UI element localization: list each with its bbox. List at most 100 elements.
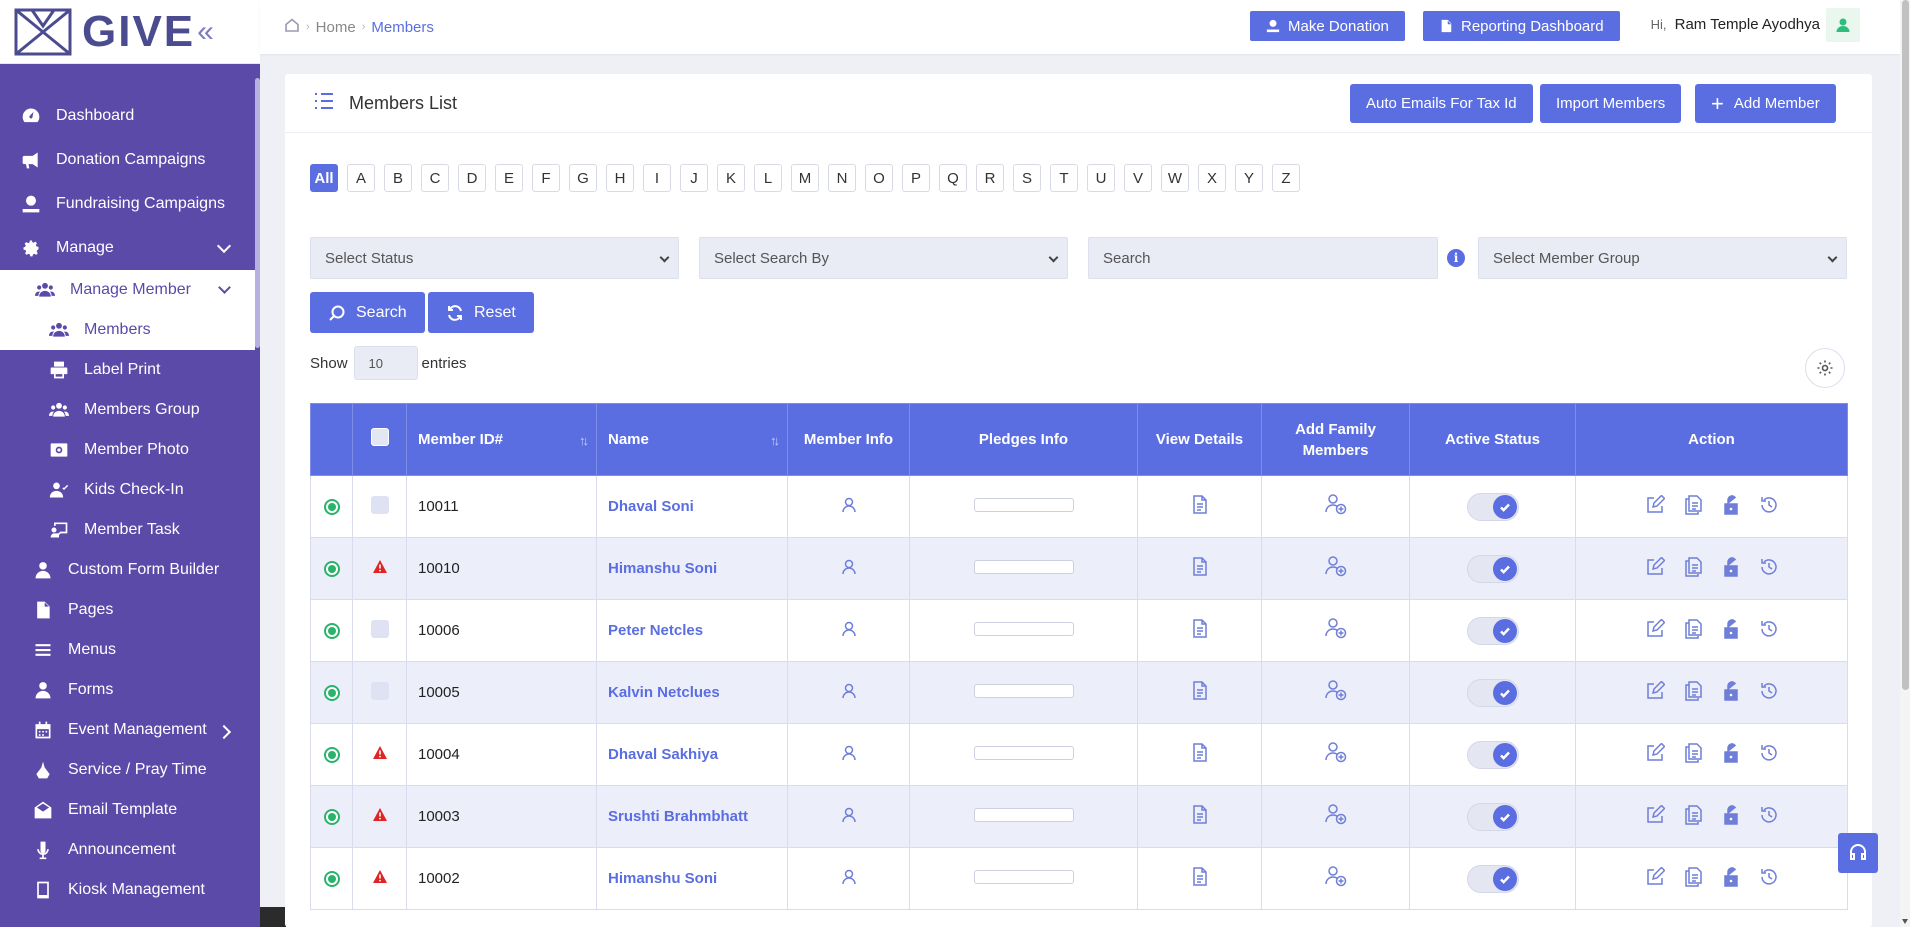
member-info-user-icon[interactable] xyxy=(840,683,858,704)
add-family-member-icon[interactable] xyxy=(1323,865,1349,893)
expand-row-icon[interactable] xyxy=(323,499,340,515)
sidebar-item-kiosk-management[interactable]: Kiosk Management xyxy=(0,870,255,910)
avatar[interactable] xyxy=(1826,8,1860,42)
sidebar-item-member-photo[interactable]: Member Photo xyxy=(0,430,255,470)
scrollbar-thumb[interactable] xyxy=(1902,0,1909,690)
add-family-member-icon[interactable] xyxy=(1323,493,1349,521)
copy-document-icon[interactable] xyxy=(1683,804,1703,829)
copy-document-icon[interactable] xyxy=(1683,742,1703,767)
sidebar-item-members-group[interactable]: Members Group xyxy=(0,390,255,430)
view-details-document-icon[interactable] xyxy=(1192,619,1208,642)
info-icon[interactable]: i xyxy=(1447,249,1465,267)
alphabet-filter-o[interactable]: O xyxy=(865,164,893,192)
search-by-select[interactable]: Select Search By xyxy=(699,237,1068,279)
history-icon[interactable] xyxy=(1759,743,1779,767)
view-details-document-icon[interactable] xyxy=(1192,681,1208,704)
alphabet-filter-z[interactable]: Z xyxy=(1272,164,1300,192)
add-family-member-icon[interactable] xyxy=(1323,741,1349,769)
sidebar-item-manage-member[interactable]: Manage Member xyxy=(0,270,255,310)
edit-icon[interactable] xyxy=(1645,803,1666,829)
copy-document-icon[interactable] xyxy=(1683,494,1703,519)
member-name-link[interactable]: Peter Netcles xyxy=(608,622,704,639)
user-greeting[interactable]: Hi, Ram Temple Ayodhya xyxy=(1651,16,1820,33)
sidebar-item-members[interactable]: Members xyxy=(0,310,255,350)
active-status-toggle[interactable] xyxy=(1466,492,1519,521)
row-checkbox[interactable] xyxy=(370,619,389,638)
member-name-link[interactable]: Himanshu Soni xyxy=(608,870,718,887)
alphabet-filter-r[interactable]: R xyxy=(976,164,1004,192)
member-info-user-icon[interactable] xyxy=(840,745,858,766)
sidebar-item-email-template[interactable]: Email Template xyxy=(0,790,255,830)
home-icon[interactable] xyxy=(284,17,300,37)
add-member-button[interactable]: + Add Member xyxy=(1695,84,1836,123)
row-checkbox[interactable] xyxy=(370,681,389,700)
add-family-member-icon[interactable] xyxy=(1323,679,1349,707)
edit-icon[interactable] xyxy=(1645,741,1666,767)
edit-icon[interactable] xyxy=(1645,617,1666,643)
history-icon[interactable] xyxy=(1759,681,1779,705)
reporting-dashboard-button[interactable]: Reporting Dashboard xyxy=(1423,11,1620,41)
alphabet-filter-a[interactable]: A xyxy=(347,164,375,192)
sidebar-item-forms[interactable]: Forms xyxy=(0,670,255,710)
sidebar-item-kids-check-in[interactable]: Kids Check-In xyxy=(0,470,255,510)
import-members-button[interactable]: Import Members xyxy=(1540,84,1682,123)
alphabet-filter-y[interactable]: Y xyxy=(1235,164,1263,192)
sidebar-item-label-print[interactable]: Label Print xyxy=(0,350,255,390)
alphabet-filter-u[interactable]: U xyxy=(1087,164,1115,192)
copy-document-icon[interactable] xyxy=(1683,618,1703,643)
alphabet-filter-s[interactable]: S xyxy=(1013,164,1041,192)
sidebar-item-announcement[interactable]: Announcement xyxy=(0,830,255,870)
view-details-document-icon[interactable] xyxy=(1192,495,1208,518)
entries-select[interactable]: 10 xyxy=(353,346,418,380)
sidebar-item-donation-campaigns[interactable]: Donation Campaigns xyxy=(0,138,255,182)
sidebar-item-manage[interactable]: Manage xyxy=(0,226,255,270)
alphabet-filter-m[interactable]: M xyxy=(791,164,819,192)
expand-row-icon[interactable] xyxy=(323,809,340,825)
member-name-link[interactable]: Himanshu Soni xyxy=(608,560,718,577)
view-details-document-icon[interactable] xyxy=(1192,557,1208,580)
alphabet-filter-c[interactable]: C xyxy=(421,164,449,192)
history-icon[interactable] xyxy=(1759,619,1779,643)
history-icon[interactable] xyxy=(1759,495,1779,519)
column-settings-button[interactable] xyxy=(1805,348,1845,388)
view-details-document-icon[interactable] xyxy=(1192,805,1208,828)
member-info-user-icon[interactable] xyxy=(840,559,858,580)
member-id-column-header[interactable]: Member ID# ↑↓ xyxy=(406,403,597,476)
sidebar-item-pages[interactable]: Pages xyxy=(0,590,255,630)
alphabet-filter-p[interactable]: P xyxy=(902,164,930,192)
alphabet-filter-v[interactable]: V xyxy=(1124,164,1152,192)
active-status-toggle[interactable] xyxy=(1466,554,1519,583)
page-scrollbar[interactable] xyxy=(1900,0,1910,927)
breadcrumb-current[interactable]: Members xyxy=(371,18,434,36)
add-family-member-icon[interactable] xyxy=(1323,803,1349,831)
name-column-header[interactable]: Name ↑↓ xyxy=(596,403,788,476)
active-status-toggle[interactable] xyxy=(1466,616,1519,645)
alphabet-filter-n[interactable]: N xyxy=(828,164,856,192)
alphabet-filter-x[interactable]: X xyxy=(1198,164,1226,192)
row-checkbox[interactable] xyxy=(370,495,389,514)
alphabet-filter-d[interactable]: D xyxy=(458,164,486,192)
expand-row-icon[interactable] xyxy=(323,561,340,577)
active-status-toggle[interactable] xyxy=(1466,802,1519,831)
alphabet-filter-b[interactable]: B xyxy=(384,164,412,192)
breadcrumb-home[interactable]: Home xyxy=(315,18,356,36)
active-status-toggle[interactable] xyxy=(1466,864,1519,893)
scroll-down-arrow[interactable] xyxy=(1902,919,1908,924)
alphabet-filter-l[interactable]: L xyxy=(754,164,782,192)
add-family-member-icon[interactable] xyxy=(1323,617,1349,645)
sidebar-item-fundraising-campaigns[interactable]: Fundraising Campaigns xyxy=(0,182,255,226)
sidebar-scrollbar[interactable] xyxy=(255,78,260,348)
copy-document-icon[interactable] xyxy=(1683,680,1703,705)
support-button[interactable] xyxy=(1838,833,1878,873)
member-info-user-icon[interactable] xyxy=(840,497,858,518)
expand-row-icon[interactable] xyxy=(323,623,340,639)
unlock-icon[interactable] xyxy=(1721,618,1741,643)
unlock-icon[interactable] xyxy=(1721,866,1741,891)
alphabet-filter-f[interactable]: F xyxy=(532,164,560,192)
sidebar-item-event-management[interactable]: Event Management xyxy=(0,710,255,750)
sidebar-item-service-pray-time[interactable]: Service / Pray Time xyxy=(0,750,255,790)
member-info-user-icon[interactable] xyxy=(840,869,858,890)
expand-row-icon[interactable] xyxy=(323,747,340,763)
alphabet-filter-j[interactable]: J xyxy=(680,164,708,192)
unlock-icon[interactable] xyxy=(1721,556,1741,581)
